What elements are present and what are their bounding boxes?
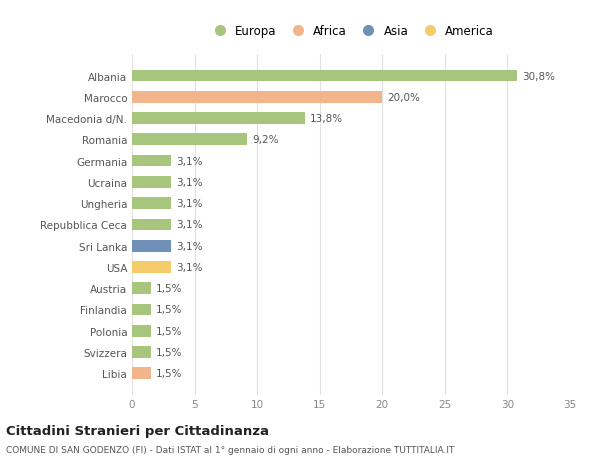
- Text: COMUNE DI SAN GODENZO (FI) - Dati ISTAT al 1° gennaio di ogni anno - Elaborazion: COMUNE DI SAN GODENZO (FI) - Dati ISTAT …: [6, 445, 454, 454]
- Text: 3,1%: 3,1%: [176, 156, 202, 166]
- Text: 20,0%: 20,0%: [387, 93, 420, 102]
- Text: 9,2%: 9,2%: [252, 135, 278, 145]
- Text: 1,5%: 1,5%: [156, 369, 182, 379]
- Bar: [132, 241, 171, 252]
- Bar: [132, 219, 171, 231]
- Bar: [132, 113, 305, 125]
- Text: 3,1%: 3,1%: [176, 220, 202, 230]
- Text: 3,1%: 3,1%: [176, 263, 202, 272]
- Text: 1,5%: 1,5%: [156, 326, 182, 336]
- Text: 1,5%: 1,5%: [156, 305, 182, 315]
- Text: Cittadini Stranieri per Cittadinanza: Cittadini Stranieri per Cittadinanza: [6, 424, 269, 437]
- Bar: [132, 177, 171, 188]
- Text: 1,5%: 1,5%: [156, 284, 182, 294]
- Text: 3,1%: 3,1%: [176, 199, 202, 209]
- Bar: [132, 368, 151, 379]
- Bar: [132, 92, 382, 103]
- Bar: [132, 71, 517, 82]
- Text: 30,8%: 30,8%: [523, 71, 556, 81]
- Bar: [132, 283, 151, 294]
- Bar: [132, 325, 151, 337]
- Bar: [132, 347, 151, 358]
- Text: 1,5%: 1,5%: [156, 347, 182, 357]
- Legend: Europa, Africa, Asia, America: Europa, Africa, Asia, America: [203, 20, 499, 43]
- Bar: [132, 134, 247, 146]
- Bar: [132, 262, 171, 273]
- Bar: [132, 198, 171, 209]
- Text: 3,1%: 3,1%: [176, 241, 202, 251]
- Bar: [132, 156, 171, 167]
- Bar: [132, 304, 151, 316]
- Text: 13,8%: 13,8%: [310, 114, 343, 124]
- Text: 3,1%: 3,1%: [176, 178, 202, 187]
